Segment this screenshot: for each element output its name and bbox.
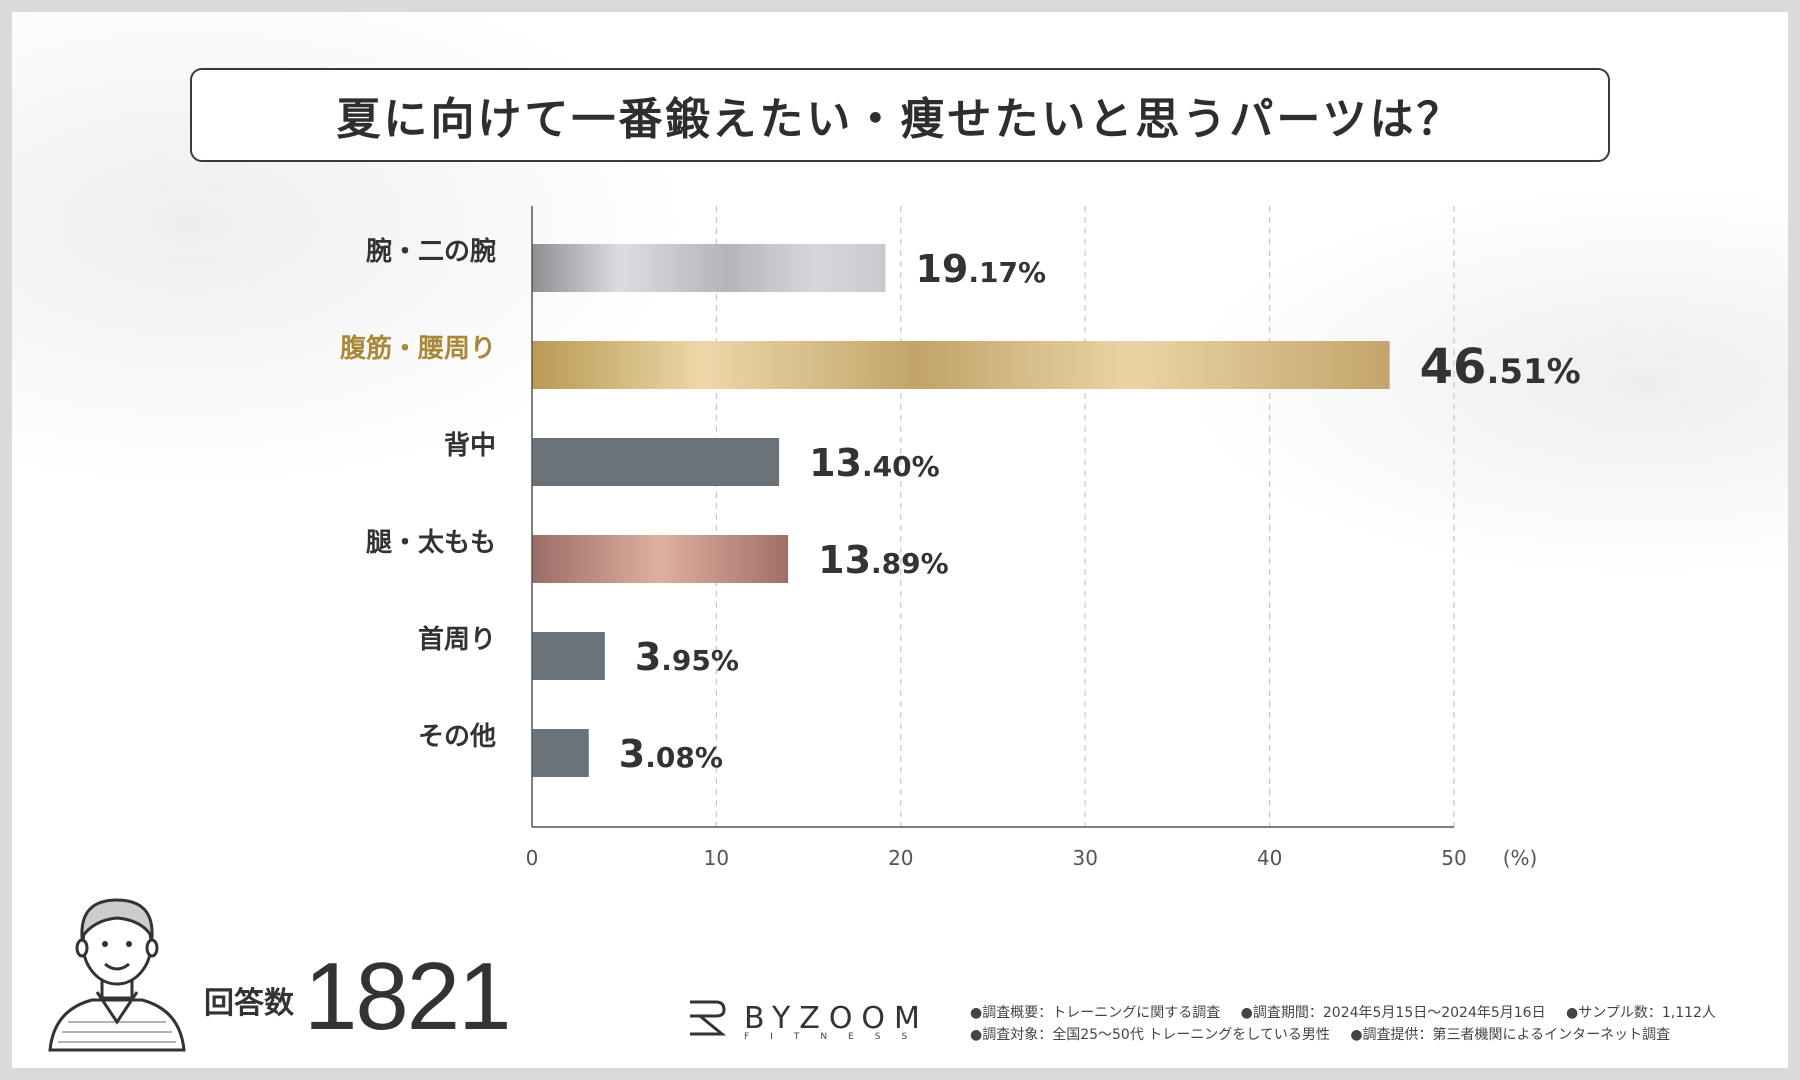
respondent-count: 1821	[304, 943, 512, 1050]
x-tick-label: 40	[1257, 846, 1282, 870]
x-tick-label: 0	[526, 846, 539, 870]
category-label: その他	[418, 722, 496, 752]
category-label: 腕・二の腕	[365, 236, 496, 267]
data-label: 13.40%	[809, 441, 940, 485]
respondent-avatar	[42, 882, 192, 1056]
infographic-card: 夏に向けて一番鍛えたい・痩せたいと思うパーツは？	[12, 12, 1788, 1068]
note-target: ●調査対象：全国25～50代 トレーニングをしている男性	[970, 1027, 1330, 1043]
notes-line-2: ●調査対象：全国25～50代 トレーニングをしている男性 ●調査提供：第三者機関…	[970, 1024, 1732, 1046]
bar	[532, 438, 780, 486]
x-tick-label: 20	[888, 846, 913, 870]
title-box: 夏に向けて一番鍛えたい・痩せたいと思うパーツは？	[190, 68, 1610, 162]
man-avatar-icon	[48, 898, 186, 1052]
note-provider: ●調査提供：第三者機関によるインターネット調査	[1350, 1027, 1671, 1043]
x-tick-label: 10	[704, 846, 729, 870]
page-title: 夏に向けて一番鍛えたい・痩せたいと思うパーツは？	[336, 94, 1464, 145]
brand-logo: BYZOOM FITNESS	[686, 998, 929, 1042]
brand-name: BYZOOM	[744, 1000, 929, 1036]
data-label: 46.51%	[1420, 339, 1581, 395]
bar	[532, 632, 605, 680]
x-axis-unit: (%)	[1503, 846, 1538, 870]
bar	[532, 341, 1390, 389]
x-tick-label: 30	[1072, 846, 1097, 870]
brand-sub: FITNESS	[744, 1032, 929, 1042]
bar	[532, 729, 589, 777]
survey-notes: ●調査概要：トレーニングに関する調査 ●調査期間：2024年5月15日～2024…	[970, 1002, 1732, 1046]
note-period: ●調査期間：2024年5月15日～2024年5月16日	[1240, 1005, 1546, 1021]
data-label: 3.08%	[619, 732, 723, 776]
respondent-label: 回答数	[204, 986, 294, 1021]
category-label: 腹筋・腰周り	[339, 333, 496, 364]
data-label: 19.17%	[915, 247, 1046, 291]
data-label: 13.89%	[818, 538, 949, 582]
category-label: 背中	[444, 431, 496, 461]
byzoom-logo-icon	[690, 1000, 726, 1036]
bar	[532, 244, 886, 292]
bar-chart: 0 10 20 30 40 50 (%) 腕・二の腕 19.17% 腹筋・腰周り 46.51% 背中 1…	[339, 206, 1581, 870]
note-outline: ●調査概要：トレーニングに関する調査	[970, 1005, 1221, 1021]
category-label: 首周り	[418, 624, 496, 655]
notes-line-1: ●調査概要：トレーニングに関する調査 ●調査期間：2024年5月15日～2024…	[970, 1002, 1732, 1024]
category-label: 腿・太もも	[366, 528, 496, 558]
bar	[532, 535, 789, 583]
data-label: 3.95%	[635, 635, 739, 679]
note-sample: ●サンプル数：1,112人	[1566, 1005, 1716, 1021]
x-tick-label: 50	[1441, 846, 1466, 870]
